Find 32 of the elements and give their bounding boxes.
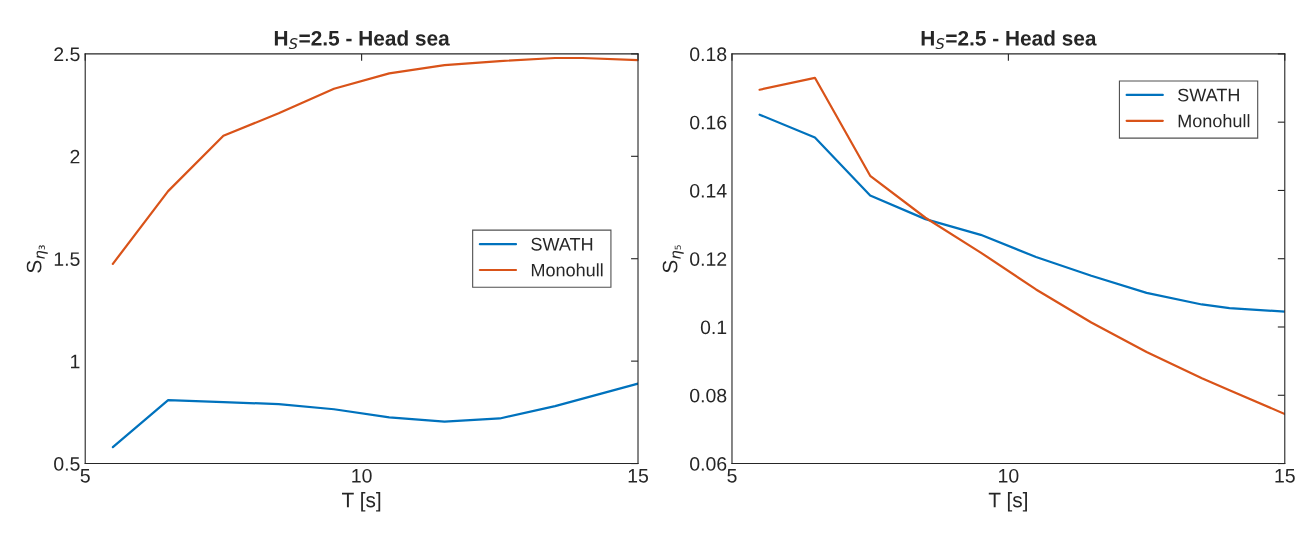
y-tick-label: 0.12 (690, 252, 727, 266)
x-tick-label: 10 (999, 468, 1019, 483)
chart-title: H$_{S}$=2.5 - Head sea (921, 30, 1097, 50)
y-tick-label: 2.5 (54, 47, 80, 62)
y-tick-label: 2 (70, 149, 80, 164)
y-tick-label: 0.08 (690, 388, 727, 403)
y-tick-label: 1.5 (54, 252, 80, 266)
x-tick-label: 15 (1275, 469, 1295, 483)
x-axis-title: T [s] (342, 492, 381, 512)
line-series (111, 56, 639, 265)
x-tick-label: 10 (352, 468, 372, 483)
x-tick-label: 5 (727, 469, 737, 483)
y-tick-label: 0.16 (690, 115, 727, 130)
y-axis-title: S$_{η₅}$ (662, 245, 684, 273)
y-tick-label: 0.18 (690, 47, 727, 62)
y-tick-label: 0.5 (54, 457, 80, 471)
y-tick-label: 0.06 (690, 457, 727, 471)
x-tick-label: 5 (80, 469, 90, 483)
legend-label: Monohull (1178, 114, 1250, 128)
line-series (758, 113, 1285, 313)
x-tick-label: 15 (628, 469, 649, 483)
legend-label: SWATH (531, 237, 593, 251)
y-tick-label: 1 (71, 354, 80, 369)
legend-label: SWATH (1178, 88, 1239, 102)
y-tick-label: 0.14 (690, 183, 727, 198)
y-tick-label: 0.1 (700, 320, 727, 335)
line-series (111, 382, 639, 449)
line-series (758, 76, 1285, 416)
y-axis-title: S$_{η₃}$ (26, 245, 48, 273)
x-axis-title: T [s] (988, 492, 1027, 512)
legend-label: Monohull (531, 263, 603, 277)
chart-title: H$_{S}$=2.5 - Head sea (274, 30, 450, 50)
